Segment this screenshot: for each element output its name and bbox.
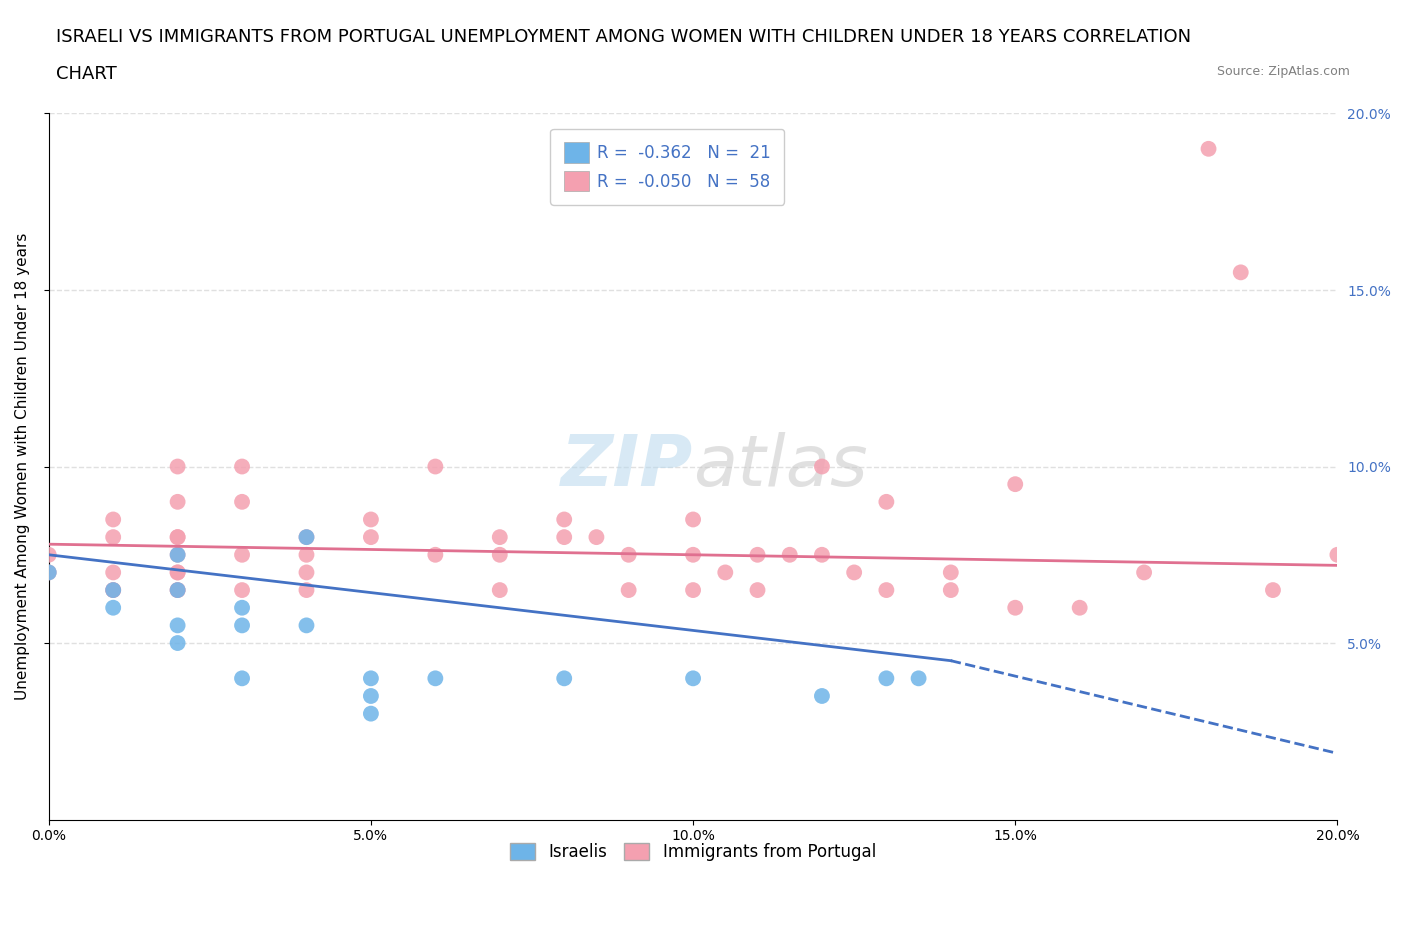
Point <box>811 688 834 703</box>
Point <box>166 565 188 580</box>
Point <box>101 530 124 545</box>
Point <box>101 582 124 597</box>
Point <box>166 530 188 545</box>
Point <box>875 495 897 510</box>
Point <box>231 671 253 685</box>
Point <box>38 565 60 580</box>
Point <box>1229 265 1251 280</box>
Point <box>747 548 769 563</box>
Point <box>425 548 447 563</box>
Point <box>231 548 253 563</box>
Point <box>553 530 575 545</box>
Point <box>1198 141 1220 156</box>
Point <box>488 582 510 597</box>
Point <box>166 618 188 632</box>
Point <box>585 530 607 545</box>
Point <box>553 671 575 685</box>
Point <box>425 459 447 474</box>
Y-axis label: Unemployment Among Women with Children Under 18 years: Unemployment Among Women with Children U… <box>15 232 30 700</box>
Point <box>38 548 60 563</box>
Point <box>682 671 704 685</box>
Point <box>166 565 188 580</box>
Point <box>295 565 318 580</box>
Point <box>779 548 801 563</box>
Point <box>295 582 318 597</box>
Point <box>360 688 382 703</box>
Text: ISRAELI VS IMMIGRANTS FROM PORTUGAL UNEMPLOYMENT AMONG WOMEN WITH CHILDREN UNDER: ISRAELI VS IMMIGRANTS FROM PORTUGAL UNEM… <box>56 28 1191 46</box>
Point <box>101 582 124 597</box>
Point <box>811 459 834 474</box>
Point <box>1326 548 1348 563</box>
Point <box>939 565 962 580</box>
Point <box>1261 582 1284 597</box>
Point <box>844 565 866 580</box>
Point <box>682 548 704 563</box>
Point <box>231 459 253 474</box>
Point <box>38 565 60 580</box>
Point <box>101 582 124 597</box>
Point <box>166 582 188 597</box>
Point <box>425 671 447 685</box>
Point <box>360 671 382 685</box>
Point <box>231 582 253 597</box>
Point <box>939 582 962 597</box>
Point <box>360 530 382 545</box>
Text: Source: ZipAtlas.com: Source: ZipAtlas.com <box>1216 65 1350 78</box>
Point <box>166 582 188 597</box>
Point <box>295 618 318 632</box>
Point <box>553 512 575 527</box>
Point <box>166 530 188 545</box>
Text: CHART: CHART <box>56 65 117 83</box>
Point <box>166 548 188 563</box>
Point <box>101 565 124 580</box>
Point <box>231 495 253 510</box>
Point <box>360 512 382 527</box>
Legend: Israelis, Immigrants from Portugal: Israelis, Immigrants from Portugal <box>503 836 883 868</box>
Point <box>1069 600 1091 615</box>
Point <box>907 671 929 685</box>
Point <box>488 548 510 563</box>
Point <box>617 548 640 563</box>
Point <box>101 600 124 615</box>
Point <box>166 582 188 597</box>
Point <box>295 548 318 563</box>
Point <box>166 548 188 563</box>
Text: atlas: atlas <box>693 432 868 501</box>
Point <box>166 459 188 474</box>
Point <box>101 512 124 527</box>
Text: ZIP: ZIP <box>561 432 693 501</box>
Point <box>747 582 769 597</box>
Point <box>1133 565 1156 580</box>
Point <box>295 530 318 545</box>
Point <box>488 530 510 545</box>
Point <box>231 600 253 615</box>
Point <box>166 495 188 510</box>
Point <box>682 512 704 527</box>
Point <box>875 582 897 597</box>
Point <box>875 671 897 685</box>
Point <box>682 582 704 597</box>
Point <box>360 706 382 721</box>
Point <box>295 530 318 545</box>
Point <box>617 582 640 597</box>
Point <box>811 548 834 563</box>
Point <box>1004 477 1026 492</box>
Point <box>166 635 188 650</box>
Point <box>231 618 253 632</box>
Point <box>1004 600 1026 615</box>
Point <box>714 565 737 580</box>
